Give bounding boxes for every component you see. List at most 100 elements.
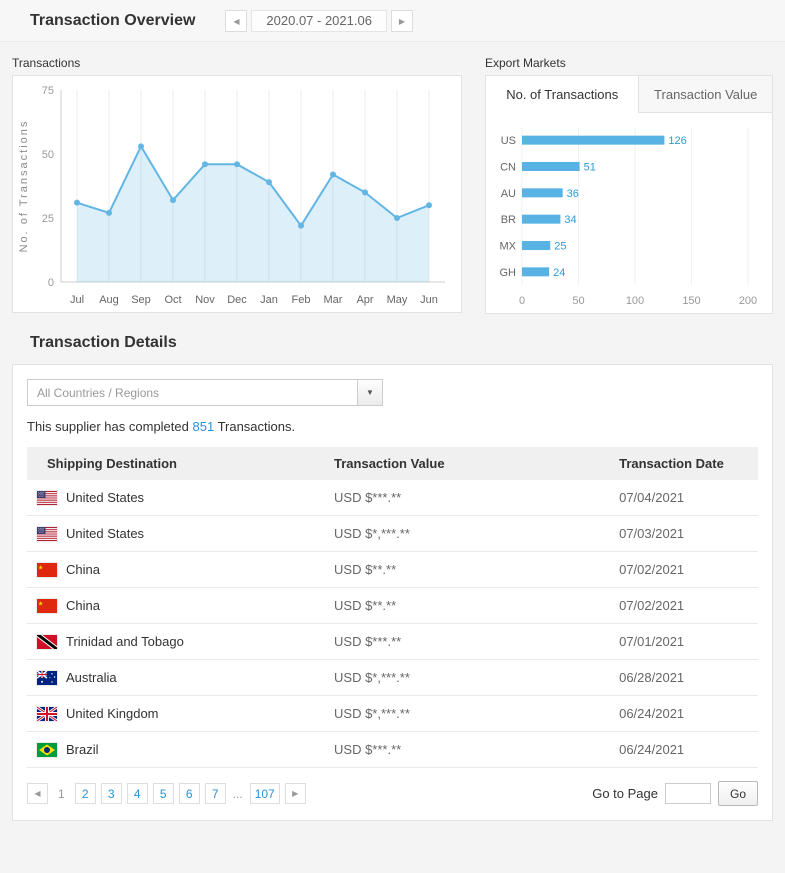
country-label: United States <box>66 490 145 505</box>
col-transaction-value: Transaction Value <box>334 447 620 480</box>
export-markets-label: Export Markets <box>485 56 566 70</box>
next-period-button[interactable]: ▶ <box>390 10 413 32</box>
page-button-2[interactable]: 2 <box>74 783 96 804</box>
svg-text:Mar: Mar <box>324 294 343 306</box>
svg-text:Jul: Jul <box>70 294 84 306</box>
export-markets-panel: No. of Transactions Transaction Value 0 5… <box>485 75 773 314</box>
country-filter-select[interactable]: All Countries / Regions ▼ <box>27 379 383 406</box>
flag-icon-tt <box>36 634 58 650</box>
transaction-date-cell: 07/02/2021 <box>619 551 758 588</box>
export-markets-bar-chart: 0 50 100 150 200 US 126 CN 51 AU 36 BR 34 MX 25 GH 24 <box>500 127 757 307</box>
page-button-3[interactable]: 3 <box>100 783 122 804</box>
pagination: ◀ 1 2 3 4 5 6 7... 107 ▶ <box>27 783 306 804</box>
svg-text:Aug: Aug <box>99 294 119 306</box>
summary-prefix: This supplier has completed <box>27 419 193 434</box>
svg-text:CN: CN <box>500 162 516 174</box>
svg-text:MX: MX <box>500 241 517 253</box>
flag-icon-us <box>36 526 58 542</box>
table-row: United Kingdom USD $*,***.** 06/24/2021 <box>27 695 758 732</box>
svg-text:51: 51 <box>584 162 596 174</box>
country-label: United Kingdom <box>66 706 159 721</box>
prev-period-button[interactable]: ◀ <box>225 10 248 32</box>
country-label: Australia <box>66 670 117 685</box>
charts-row: Transactions 0 25 50 75 Jul Aug Sep Oct Nov Dec Ja… <box>0 42 785 314</box>
col-shipping-destination: Shipping Destination <box>27 447 335 480</box>
transaction-date-cell: 06/24/2021 <box>619 731 758 768</box>
transaction-value-cell: USD $***.** <box>334 480 620 516</box>
summary-suffix: Transactions. <box>214 419 296 434</box>
page-button-4[interactable]: 4 <box>126 783 148 804</box>
country-label: Brazil <box>66 742 99 757</box>
transaction-value-cell: USD $**.** <box>334 551 620 588</box>
country-label: United States <box>66 526 145 541</box>
col-transaction-date: Transaction Date <box>619 447 758 480</box>
transaction-summary: This supplier has completed 851 Transact… <box>27 419 758 434</box>
svg-text:Jun: Jun <box>420 294 438 306</box>
shipping-destination-cell: China <box>27 587 335 624</box>
date-range-label: 2020.07 - 2021.06 <box>251 10 387 32</box>
page-button-5[interactable]: 5 <box>152 783 174 804</box>
transaction-value-cell: USD $*,***.** <box>334 515 620 552</box>
prev-page-button[interactable]: ◀ <box>27 783 48 804</box>
shipping-destination-cell: United Kingdom <box>27 695 335 732</box>
svg-text:Dec: Dec <box>227 294 247 306</box>
export-markets-section: Export Markets No. of Transactions Trans… <box>485 48 773 314</box>
goto-page-input[interactable] <box>664 783 711 804</box>
pagination-ellipsis: ... <box>232 786 243 801</box>
country-label: Trinidad and Tobago <box>66 634 184 649</box>
flag-icon-br <box>36 742 58 758</box>
shipping-destination-cell: United States <box>27 480 335 516</box>
transaction-value-cell: USD $**.** <box>334 587 620 624</box>
flag-icon-cn <box>36 562 58 578</box>
transaction-count-link[interactable]: 851 <box>192 419 215 434</box>
svg-text:Oct: Oct <box>164 294 181 306</box>
svg-text:150: 150 <box>682 295 700 307</box>
shipping-destination-cell: United States <box>27 515 335 552</box>
transaction-date-cell: 06/28/2021 <box>619 659 758 696</box>
dropdown-arrow-icon: ▼ <box>357 380 382 405</box>
details-title: Transaction Details <box>30 334 177 351</box>
country-label: China <box>66 562 100 577</box>
page: Transaction Overview ◀ 2020.07 - 2021.06… <box>0 10 785 821</box>
transactions-chart-label: Transactions <box>12 56 81 70</box>
svg-text:0: 0 <box>48 277 54 289</box>
table-row: United States USD $*,***.** 07/03/2021 <box>27 515 758 552</box>
transaction-value-cell: USD $***.** <box>334 623 620 660</box>
date-range-nav: ◀ 2020.07 - 2021.06 ▶ <box>225 10 413 32</box>
svg-text:AU: AU <box>501 188 516 200</box>
transaction-date-cell: 06/24/2021 <box>619 695 758 732</box>
page-button-6[interactable]: 6 <box>178 783 200 804</box>
overview-title: Transaction Overview <box>30 12 196 29</box>
table-row: Brazil USD $***.** 06/24/2021 <box>27 731 758 768</box>
goto-page: Go to Page Go <box>592 781 758 806</box>
svg-text:200: 200 <box>739 295 757 307</box>
shipping-destination-cell: Trinidad and Tobago <box>27 623 335 660</box>
transaction-value-cell: USD $*,***.** <box>334 695 620 732</box>
svg-text:24: 24 <box>553 267 565 279</box>
tab-no-of-transactions[interactable]: No. of Transactions <box>486 76 639 113</box>
flag-icon-au <box>36 670 58 686</box>
page-button-107[interactable]: 107 <box>249 783 280 804</box>
table-row: Trinidad and Tobago USD $***.** 07/01/2021 <box>27 623 758 660</box>
svg-text:May: May <box>387 294 408 306</box>
page-button-7[interactable]: 7 <box>204 783 226 804</box>
svg-text:BR: BR <box>501 214 516 226</box>
svg-text:126: 126 <box>668 135 686 147</box>
svg-text:US: US <box>501 135 516 147</box>
svg-text:Nov: Nov <box>195 294 215 306</box>
go-button[interactable]: Go <box>717 781 758 806</box>
flag-icon-cn <box>36 598 58 614</box>
shipping-destination-cell: China <box>27 551 335 588</box>
details-panel: All Countries / Regions ▼ This supplier … <box>12 364 773 821</box>
svg-text:Feb: Feb <box>292 294 311 306</box>
svg-text:Sep: Sep <box>131 294 151 306</box>
pagination-row: ◀ 1 2 3 4 5 6 7... 107 ▶ Go to Page Go <box>27 781 758 806</box>
shipping-destination-cell: Brazil <box>27 731 335 768</box>
svg-text:0: 0 <box>519 295 525 307</box>
chevron-left-icon: ◀ <box>233 16 240 26</box>
transactions-chart-panel: 0 25 50 75 Jul Aug Sep Oct Nov Dec Jan Feb Mar Apr May… <box>12 75 462 313</box>
shipping-destination-cell: Australia <box>27 659 335 696</box>
svg-text:50: 50 <box>572 295 584 307</box>
next-page-button[interactable]: ▶ <box>284 783 306 804</box>
tab-transaction-value[interactable]: Transaction Value <box>638 76 772 113</box>
